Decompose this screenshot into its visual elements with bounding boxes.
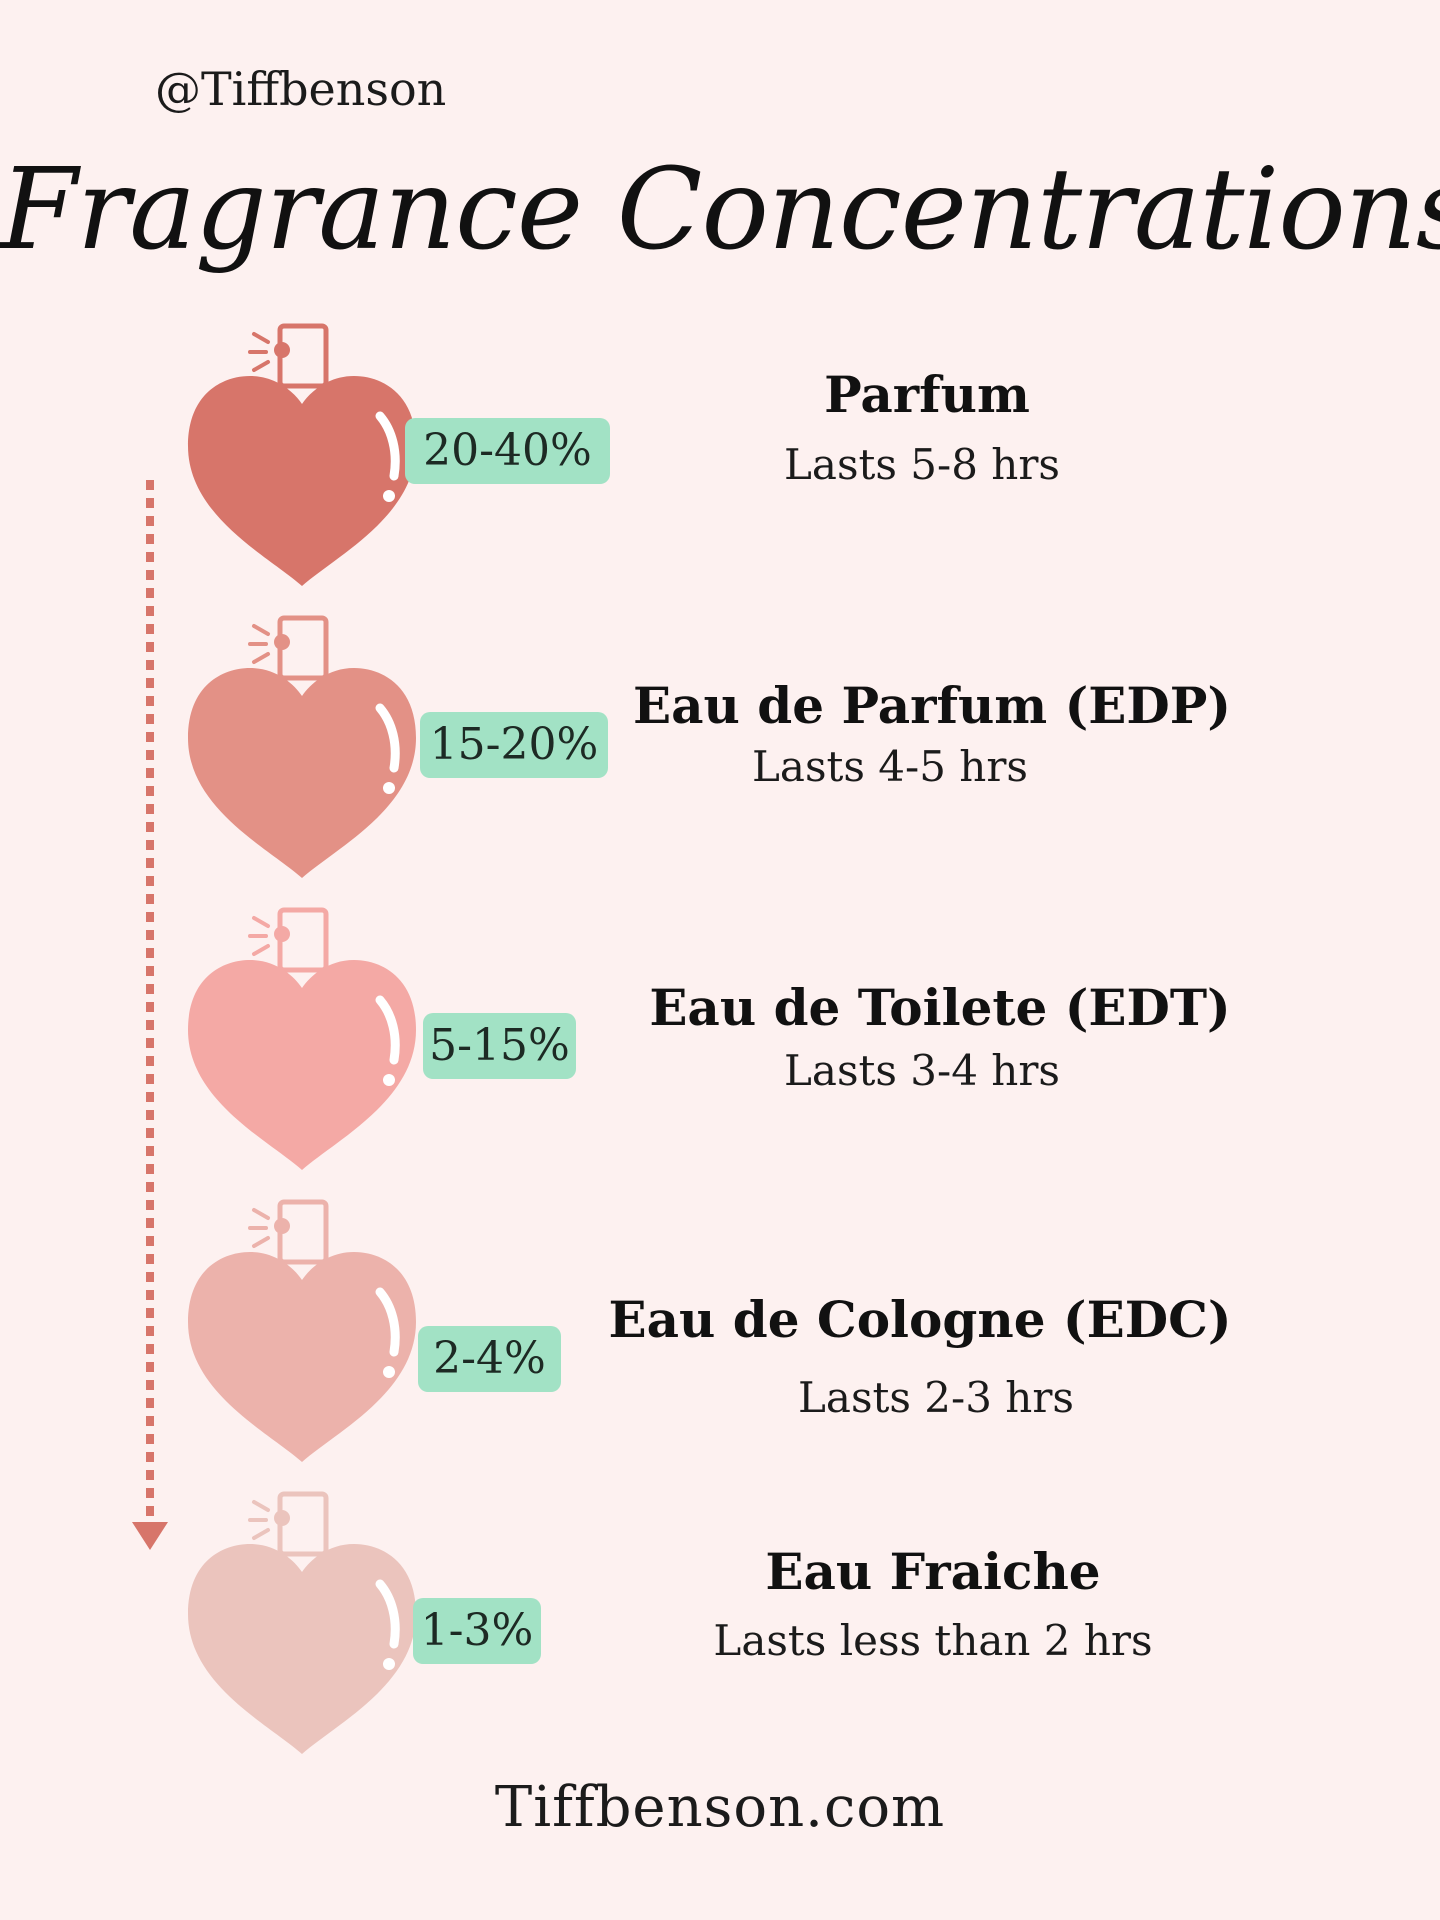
fragrance-type-title: Eau de Toilete (EDT) (649, 978, 1231, 1037)
concentration-badge: 20-40% (405, 418, 610, 484)
concentration-badge: 1-3% (413, 1598, 541, 1664)
heart-perfume-bottle-icon (188, 1199, 416, 1462)
fragrance-type-title: Parfum (824, 365, 1030, 424)
concentration-badge: 15-20% (420, 712, 608, 778)
concentration-badge: 5-15% (423, 1013, 576, 1079)
dotted-down-arrow-icon (132, 480, 168, 1550)
duration-text: Lasts 3-4 hrs (784, 1046, 1060, 1095)
duration-text: Lasts 4-5 hrs (752, 742, 1028, 791)
heart-perfume-bottle-icon (188, 907, 416, 1170)
website-footer: Tiffbenson.com (494, 1775, 946, 1840)
duration-text: Lasts 2-3 hrs (798, 1373, 1074, 1422)
fragrance-type-title: Eau de Parfum (EDP) (633, 676, 1231, 735)
fragrance-type-title: Eau de Cologne (EDC) (608, 1290, 1232, 1349)
heart-perfume-bottle-icon (188, 1491, 416, 1754)
fragrance-type-title: Eau Fraiche (765, 1542, 1101, 1601)
heart-perfume-bottle-icon (188, 323, 416, 586)
handle: @Tiffbenson (155, 62, 447, 116)
heart-perfume-bottle-icon (188, 615, 416, 878)
page-title: Fragrance Concentrations (0, 145, 1440, 275)
duration-text: Lasts less than 2 hrs (713, 1616, 1153, 1665)
concentration-badge: 2-4% (418, 1326, 561, 1392)
duration-text: Lasts 5-8 hrs (784, 440, 1060, 489)
